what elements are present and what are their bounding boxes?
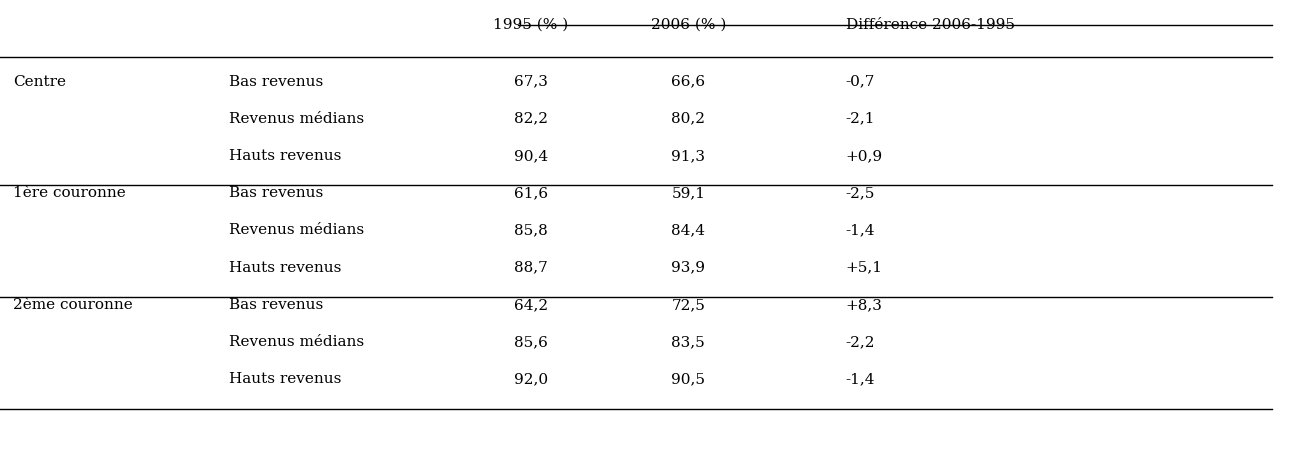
Text: Revenus médians: Revenus médians [229, 223, 364, 237]
Text: +5,1: +5,1 [846, 261, 882, 275]
Text: -2,1: -2,1 [846, 112, 876, 126]
Text: 66,6: 66,6 [671, 74, 705, 89]
Text: 1995 (% ): 1995 (% ) [493, 18, 569, 32]
Text: 84,4: 84,4 [671, 223, 705, 237]
Text: 82,2: 82,2 [514, 112, 548, 126]
Text: 92,0: 92,0 [514, 372, 548, 386]
Text: Centre: Centre [13, 74, 66, 89]
Text: Bas revenus: Bas revenus [229, 186, 324, 200]
Text: +0,9: +0,9 [846, 149, 882, 163]
Text: 59,1: 59,1 [671, 186, 705, 200]
Text: Revenus médians: Revenus médians [229, 112, 364, 126]
Text: 64,2: 64,2 [514, 298, 548, 312]
Text: 91,3: 91,3 [671, 149, 705, 163]
Text: 80,2: 80,2 [671, 112, 705, 126]
Text: 93,9: 93,9 [671, 261, 705, 275]
Text: +8,3: +8,3 [846, 298, 882, 312]
Text: 67,3: 67,3 [514, 74, 548, 89]
Text: Bas revenus: Bas revenus [229, 74, 324, 89]
Text: 88,7: 88,7 [514, 261, 548, 275]
Text: 72,5: 72,5 [671, 298, 705, 312]
Text: 90,5: 90,5 [671, 372, 705, 386]
Text: Hauts revenus: Hauts revenus [229, 149, 342, 163]
Text: -1,4: -1,4 [846, 372, 876, 386]
Text: 85,8: 85,8 [514, 223, 548, 237]
Text: Revenus médians: Revenus médians [229, 335, 364, 349]
Text: -0,7: -0,7 [846, 74, 874, 89]
Text: 2ème couronne: 2ème couronne [13, 298, 132, 312]
Text: Hauts revenus: Hauts revenus [229, 372, 342, 386]
Text: 83,5: 83,5 [671, 335, 705, 349]
Text: -2,5: -2,5 [846, 186, 874, 200]
Text: Différence 2006-1995: Différence 2006-1995 [846, 18, 1015, 32]
Text: Hauts revenus: Hauts revenus [229, 261, 342, 275]
Text: 85,6: 85,6 [514, 335, 548, 349]
Text: 2006 (% ): 2006 (% ) [650, 18, 726, 32]
Text: 1ère couronne: 1ère couronne [13, 186, 126, 200]
Text: Bas revenus: Bas revenus [229, 298, 324, 312]
Text: 61,6: 61,6 [514, 186, 548, 200]
Text: 90,4: 90,4 [514, 149, 548, 163]
Text: -2,2: -2,2 [846, 335, 876, 349]
Text: -1,4: -1,4 [846, 223, 876, 237]
